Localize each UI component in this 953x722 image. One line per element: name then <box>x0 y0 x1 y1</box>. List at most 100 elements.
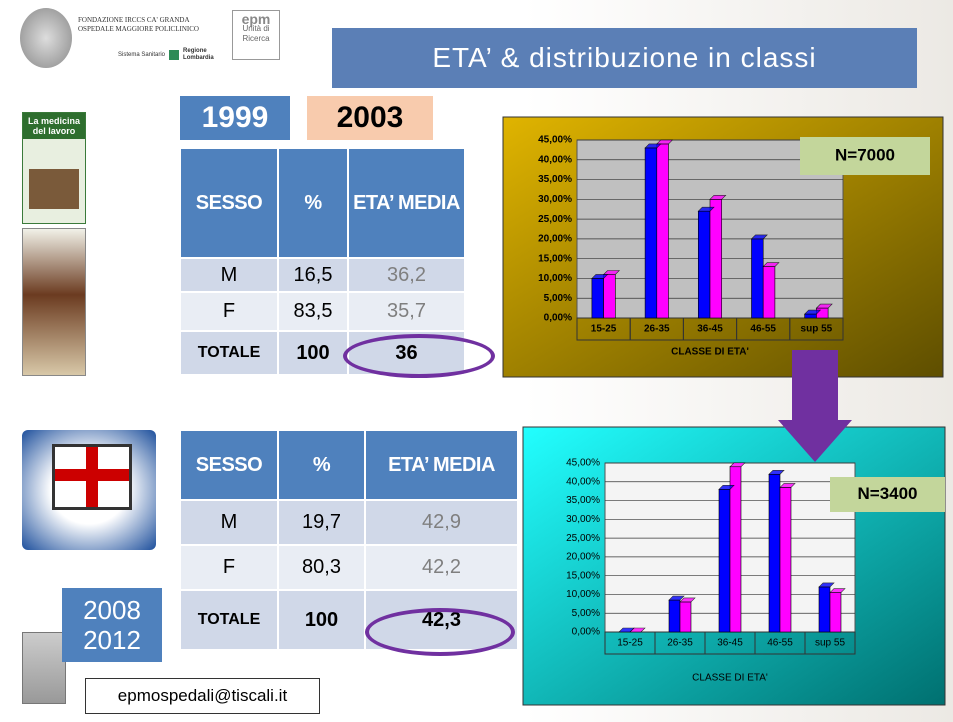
year-label: 2003 <box>307 96 433 140</box>
bar-top <box>618 627 635 633</box>
year-label: 2008 <box>83 595 141 625</box>
y-tick-label: 45,00% <box>538 135 572 146</box>
bar-top <box>709 195 727 200</box>
cross <box>55 469 129 481</box>
table-cell: M <box>180 258 278 292</box>
y-tick-label: 35,00% <box>566 495 600 506</box>
bar <box>829 592 842 633</box>
bar <box>729 466 742 633</box>
table-cell: 35,7 <box>348 292 465 331</box>
bar <box>603 274 616 319</box>
logo-line: Regione <box>183 48 207 54</box>
bar <box>768 473 781 633</box>
liguria-logo <box>22 430 156 550</box>
y-tick-label: 0,00% <box>544 313 572 324</box>
bar-top <box>668 595 685 601</box>
bar-top <box>815 303 833 309</box>
highlight-oval <box>365 608 515 656</box>
booklet-cover <box>22 228 86 376</box>
bar-top <box>679 597 696 603</box>
logo-line: Lombardia <box>183 55 214 61</box>
logo-line: epm <box>241 11 271 27</box>
table-cell: TOTALE <box>180 331 278 375</box>
annotation-box <box>800 137 930 175</box>
bar-top <box>656 139 674 145</box>
y-tick-label: 35,00% <box>538 174 572 185</box>
y-tick-label: 10,00% <box>538 273 572 284</box>
x-axis-label: CLASSE DI ETA' <box>692 673 768 684</box>
x-tick-label: sup 55 <box>815 638 845 649</box>
y-tick-label: 10,00% <box>566 589 600 600</box>
bar <box>804 313 817 319</box>
x-tick-label: 46-55 <box>750 324 776 335</box>
y-tick-label: 15,00% <box>538 253 572 264</box>
logo-line: Unità di <box>242 24 270 33</box>
table-cell: F <box>180 292 278 331</box>
bar <box>697 210 711 319</box>
table-cell: 100 <box>278 590 365 650</box>
logo-line: Sistema Sanitario <box>118 52 166 58</box>
logo-line: Ricerca <box>242 34 270 43</box>
bar <box>816 307 829 319</box>
table-cell: 19,7 <box>278 500 365 545</box>
table-cell: 100 <box>278 331 348 375</box>
y-tick-label: 45,00% <box>566 458 600 469</box>
bar-top <box>644 143 662 149</box>
bar <box>762 266 776 319</box>
bar <box>718 488 731 633</box>
y-tick-label: 40,00% <box>538 154 572 165</box>
bar-top <box>779 483 796 488</box>
table-cell: 36,2 <box>348 258 465 292</box>
y-tick-label: 30,00% <box>566 514 600 525</box>
y-tick-label: 30,00% <box>538 194 572 205</box>
bar-top <box>818 582 835 588</box>
x-axis-label: CLASSE DI ETA' <box>671 347 749 358</box>
annotation: N=7000 <box>835 145 895 164</box>
x-tick-label: 15-25 <box>617 638 643 649</box>
bar-top <box>602 270 621 275</box>
seal-logo <box>20 8 72 68</box>
header-cell: % <box>278 148 348 258</box>
y-tick-label: 0,00% <box>572 627 600 638</box>
bar <box>709 199 723 319</box>
table-cell: 83,5 <box>278 292 348 331</box>
arrow <box>778 350 852 462</box>
table-cell: TOTALE <box>180 590 278 650</box>
journal-title: La medicina del lavoro <box>23 113 85 139</box>
bar <box>779 487 792 633</box>
bar <box>668 599 681 633</box>
year-label: 2012 <box>83 625 141 655</box>
bar-top <box>803 309 822 315</box>
y-tick-label: 20,00% <box>538 234 572 245</box>
bar <box>591 278 604 319</box>
bar-top <box>762 262 780 267</box>
epm-logo: epm Unità di Ricerca <box>232 10 280 60</box>
bar-top <box>829 588 846 593</box>
journal-picture <box>29 169 79 209</box>
table-cell: F <box>180 545 278 590</box>
logo-line: OSPEDALE MAGGIORE POLICLINICO <box>78 25 199 33</box>
header-cell: ETA’ MEDIA <box>365 430 518 500</box>
bar-top <box>768 469 785 475</box>
x-tick-label: sup 55 <box>801 324 833 335</box>
y-tick-label: 25,00% <box>538 214 572 225</box>
title: ETA’ & distribuzione in classi <box>332 28 917 88</box>
x-tick-label: 46-55 <box>767 638 793 649</box>
table-cell: 16,5 <box>278 258 348 292</box>
table-cell: 80,3 <box>278 545 365 590</box>
y-tick-label: 25,00% <box>566 533 600 544</box>
highlight-oval <box>343 334 495 378</box>
header-cell: % <box>278 430 365 500</box>
logo-line: FONDAZIONE IRCCS CA' GRANDA <box>78 16 190 24</box>
bar <box>751 238 764 319</box>
bar-top <box>591 274 609 279</box>
bar-top <box>729 462 746 468</box>
bar <box>818 586 831 633</box>
bar <box>644 147 658 319</box>
clinic-logo <box>22 632 66 704</box>
header-cell: ETA’ MEDIA <box>348 148 465 258</box>
bar-top <box>750 234 768 240</box>
bar-top <box>697 206 715 212</box>
x-tick-label: 15-25 <box>591 324 617 335</box>
